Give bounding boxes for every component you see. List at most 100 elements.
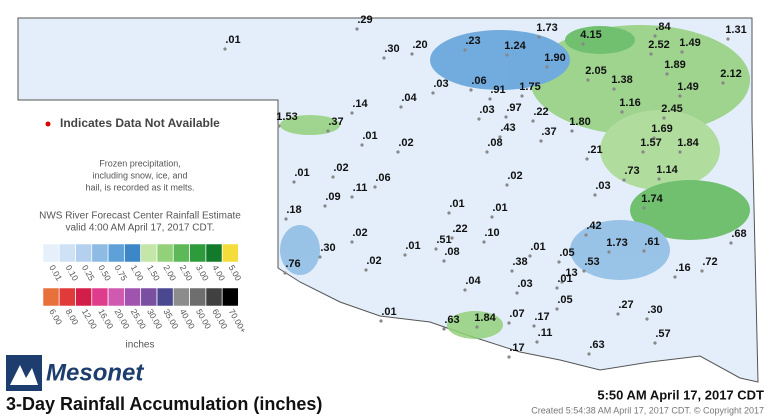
legend-label: 0.01 <box>47 263 64 283</box>
station-dot <box>641 150 645 154</box>
note-line: hail, is recorded as it melts. <box>85 182 194 192</box>
legend-swatch <box>124 287 141 307</box>
station-dot <box>555 307 559 311</box>
rain-areas <box>280 25 750 339</box>
station-dot <box>557 260 561 264</box>
station-value: .16 <box>675 262 690 274</box>
station-dot <box>653 34 657 38</box>
logo <box>6 355 42 391</box>
station-dot <box>447 211 451 215</box>
station-value: 1.90 <box>544 52 565 64</box>
station-value: 2.52 <box>648 39 669 51</box>
station-value: .20 <box>412 39 427 51</box>
station-value: .08 <box>487 137 502 149</box>
station-dot <box>582 269 586 273</box>
note-line: Frozen precipitation, <box>99 158 181 168</box>
station-dot <box>531 119 535 123</box>
station-value: .57 <box>655 328 670 340</box>
legend-label: 40.00 <box>178 307 197 331</box>
legend-label: 2.00 <box>161 263 178 283</box>
legend-swatch <box>75 243 92 263</box>
legend-swatch <box>91 287 109 307</box>
station-dot <box>469 88 473 92</box>
station-dot <box>665 72 669 76</box>
legend-label: 1.00 <box>129 263 146 283</box>
station-dot <box>616 312 620 316</box>
station-value: .03 <box>479 104 494 116</box>
station-dot <box>510 269 514 273</box>
station-dot <box>520 94 524 98</box>
legend-swatch <box>140 287 158 307</box>
station-dot <box>463 48 467 52</box>
legend-label: 70.00+ <box>227 307 249 335</box>
legend-label: 12.00 <box>80 307 99 331</box>
station-dot <box>431 91 435 95</box>
station-dot <box>678 94 682 98</box>
station-dot <box>581 42 585 46</box>
station-dot <box>584 233 588 237</box>
legend-swatch <box>140 243 158 263</box>
station-value: .63 <box>444 314 459 326</box>
station-dot <box>645 317 649 321</box>
station-dot <box>620 110 624 114</box>
station-dot <box>382 56 386 60</box>
legend-swatch <box>91 243 109 263</box>
station-dot <box>721 81 725 85</box>
missing-note: Indicates Data Not Available <box>60 116 220 130</box>
station-value: 1.73 <box>536 22 557 34</box>
station-value: .23 <box>465 35 480 47</box>
station-dot <box>350 195 354 199</box>
station-value: .17 <box>509 342 524 354</box>
station-value: .30 <box>320 242 335 254</box>
station-dot <box>283 271 287 275</box>
station-value: .51 <box>436 234 451 246</box>
legend-label: 0.75 <box>113 263 130 283</box>
station-value: .72 <box>702 256 717 268</box>
station-dot <box>477 117 481 121</box>
station-value: .18 <box>286 204 301 216</box>
station-value: .01 <box>557 273 572 285</box>
station-dot <box>662 116 666 120</box>
station-dot <box>612 87 616 91</box>
station-dot <box>528 254 532 258</box>
station-value: .13 <box>562 267 577 279</box>
frozen-note: Frozen precipitation, including snow, ic… <box>85 158 194 192</box>
station-dot <box>323 204 327 208</box>
station-value: .01 <box>294 167 309 179</box>
station-value: 1.16 <box>619 97 640 109</box>
station-dot <box>331 175 335 179</box>
station-dot <box>360 143 364 147</box>
station-value: .53 <box>584 256 599 268</box>
station-value: .01 <box>362 130 377 142</box>
legend-label: 30.00 <box>145 307 164 331</box>
station-value: 1.14 <box>656 164 678 176</box>
station-dot <box>539 139 543 143</box>
station-dot <box>532 324 536 328</box>
station-value: .22 <box>452 223 467 235</box>
station-dot <box>537 35 541 39</box>
station-dot <box>350 240 354 244</box>
station-dot <box>350 111 354 115</box>
station-value: 1.69 <box>651 123 672 135</box>
station-value: .29 <box>357 14 372 26</box>
station-value: 1.75 <box>519 81 540 93</box>
station-dot <box>657 177 661 181</box>
station-value: .38 <box>512 256 527 268</box>
source-line: NWS River Forecast Center Rainfall Estim… <box>39 211 241 222</box>
station-dot <box>403 253 407 257</box>
station-value: .14 <box>352 98 368 110</box>
station-dot <box>364 268 368 272</box>
station-value: .30 <box>384 43 399 55</box>
station-value: 1.49 <box>677 81 698 93</box>
station-dot <box>545 65 549 69</box>
station-dot <box>507 355 511 359</box>
station-dot <box>593 193 597 197</box>
station-dot <box>223 47 227 51</box>
legend-label: 6.00 <box>47 307 64 327</box>
station-value: .73 <box>624 165 639 177</box>
station-value: 1.74 <box>641 193 663 205</box>
legend-label: 0.50 <box>96 263 113 283</box>
missing-marker <box>45 121 51 127</box>
legend-label: 60.00 <box>210 307 229 331</box>
station-dot <box>355 27 359 31</box>
